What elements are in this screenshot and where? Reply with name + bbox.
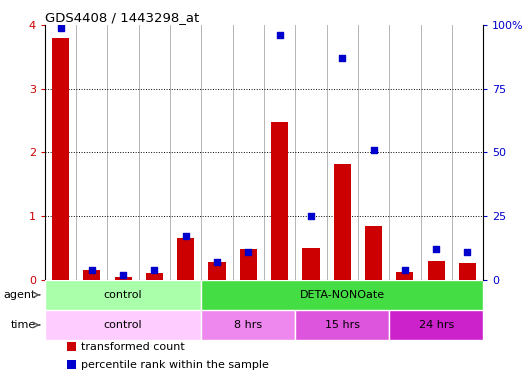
Point: [244, 249, 252, 255]
Point: [150, 266, 158, 273]
Text: transformed count: transformed count: [81, 342, 185, 352]
Bar: [67, 342, 77, 351]
Bar: [201, 310, 295, 340]
Point: [401, 266, 409, 273]
Bar: [396, 272, 413, 280]
Point: [276, 32, 284, 38]
Text: time: time: [11, 320, 36, 330]
Bar: [83, 270, 100, 280]
Bar: [177, 238, 194, 280]
Bar: [271, 122, 288, 280]
Bar: [45, 280, 201, 310]
Bar: [303, 248, 319, 280]
Point: [213, 259, 221, 265]
Bar: [428, 261, 445, 280]
Text: 8 hrs: 8 hrs: [234, 320, 262, 330]
Point: [432, 246, 440, 252]
Bar: [52, 38, 69, 280]
Point: [307, 213, 315, 219]
Point: [463, 249, 472, 255]
Point: [88, 266, 96, 273]
Bar: [67, 360, 77, 369]
Point: [119, 271, 127, 278]
Text: GDS4408 / 1443298_at: GDS4408 / 1443298_at: [45, 11, 199, 24]
Bar: [365, 226, 382, 280]
Text: 15 hrs: 15 hrs: [325, 320, 360, 330]
Bar: [209, 262, 225, 280]
Text: control: control: [104, 290, 143, 300]
Bar: [146, 273, 163, 280]
Bar: [389, 310, 483, 340]
Text: DETA-NONOate: DETA-NONOate: [300, 290, 385, 300]
Text: 24 hrs: 24 hrs: [419, 320, 454, 330]
Bar: [295, 310, 389, 340]
Point: [182, 233, 190, 240]
Text: agent: agent: [4, 290, 36, 300]
Point: [56, 25, 65, 31]
Point: [370, 147, 378, 153]
Bar: [201, 280, 483, 310]
Bar: [115, 276, 132, 280]
Bar: [334, 164, 351, 280]
Bar: [45, 310, 201, 340]
Text: control: control: [104, 320, 143, 330]
Text: percentile rank within the sample: percentile rank within the sample: [81, 360, 269, 370]
Bar: [240, 249, 257, 280]
Bar: [459, 263, 476, 280]
Point: [338, 55, 346, 61]
